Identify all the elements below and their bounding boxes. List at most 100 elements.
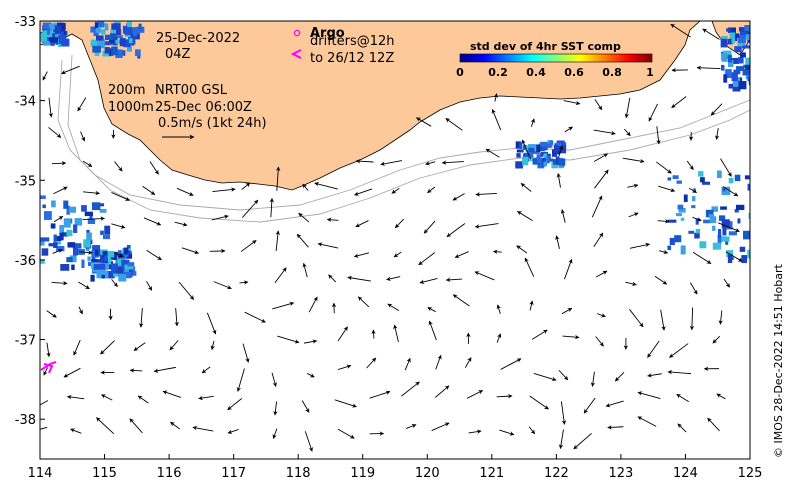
current-arrow bbox=[560, 209, 566, 223]
sst-cell bbox=[53, 234, 57, 243]
current-arrow bbox=[531, 329, 548, 340]
x-tick-label: 114 bbox=[28, 466, 53, 481]
sst-cell bbox=[40, 238, 45, 246]
sst-cell bbox=[48, 243, 57, 247]
credit-text: © IMOS 28-Dec-2022 14:51 Hobart bbox=[772, 263, 785, 458]
current-arrow bbox=[114, 161, 123, 172]
current-arrow bbox=[176, 187, 194, 196]
sst-cell bbox=[52, 34, 61, 39]
sst-cell bbox=[515, 141, 522, 149]
sst-cell bbox=[113, 273, 119, 277]
sst-cell bbox=[725, 69, 732, 79]
sst-cell bbox=[742, 230, 750, 240]
current-arrow bbox=[627, 183, 639, 189]
current-arrow bbox=[40, 400, 49, 406]
current-arrow bbox=[51, 160, 67, 166]
sst-cell bbox=[57, 22, 66, 30]
y-tick-label: -37 bbox=[15, 334, 36, 349]
sst-cell bbox=[516, 153, 521, 158]
current-arrow bbox=[670, 23, 691, 38]
sst-cell bbox=[536, 154, 542, 164]
sst-cell bbox=[543, 153, 548, 162]
current-arrow bbox=[170, 421, 180, 430]
sst-cell bbox=[121, 269, 126, 275]
sst-cell bbox=[119, 38, 126, 47]
current-arrow bbox=[516, 245, 528, 254]
current-arrow bbox=[337, 326, 348, 342]
current-arrow bbox=[435, 354, 442, 370]
sst-cell bbox=[86, 229, 90, 234]
x-tick-label: 122 bbox=[544, 466, 569, 481]
sst-cell bbox=[42, 22, 52, 30]
sst-cell bbox=[731, 37, 736, 44]
current-arrow bbox=[298, 212, 310, 223]
colorbar bbox=[459, 53, 653, 63]
current-arrow bbox=[277, 335, 300, 344]
sst-cell bbox=[520, 149, 524, 153]
sst-cell bbox=[87, 256, 91, 262]
sst-cell bbox=[721, 186, 731, 196]
current-arrow bbox=[347, 275, 371, 282]
sst-cell bbox=[95, 249, 99, 256]
sst-cell bbox=[115, 39, 122, 44]
current-arrow bbox=[96, 417, 115, 434]
current-arrow bbox=[48, 97, 54, 118]
sst-cell bbox=[525, 145, 531, 153]
current-arrow bbox=[227, 398, 242, 411]
sst-cell bbox=[127, 262, 135, 267]
drifters-label-1: drifters@12h bbox=[310, 34, 395, 49]
sst-cell bbox=[747, 39, 750, 43]
sst-cell bbox=[90, 39, 98, 47]
current-arrow bbox=[689, 307, 695, 331]
current-arrow bbox=[622, 157, 645, 164]
current-arrow bbox=[192, 425, 214, 432]
current-arrow bbox=[334, 399, 357, 408]
sst-cell bbox=[54, 25, 62, 34]
current-arrow bbox=[493, 93, 498, 102]
x-tick-label: 116 bbox=[157, 466, 182, 481]
sst-cell bbox=[41, 248, 49, 256]
sst-cell bbox=[739, 52, 746, 58]
current-arrow bbox=[445, 118, 463, 131]
drifter-head-icon bbox=[43, 363, 54, 374]
current-arrow bbox=[500, 358, 522, 370]
current-arrow bbox=[593, 153, 609, 162]
sst-cell bbox=[543, 145, 548, 151]
sst-cell bbox=[40, 259, 45, 264]
sst-cell bbox=[74, 218, 83, 226]
current-arrow bbox=[427, 307, 436, 313]
current-arrow bbox=[174, 221, 188, 227]
sst-cell bbox=[738, 77, 743, 84]
sst-cell bbox=[126, 46, 133, 52]
sst-cell bbox=[40, 195, 46, 199]
current-arrow bbox=[464, 357, 472, 368]
current-arrow bbox=[564, 126, 573, 133]
sst-cell bbox=[99, 208, 107, 213]
current-arrow bbox=[272, 428, 278, 439]
sst-cell bbox=[110, 263, 118, 271]
sst-cell bbox=[72, 243, 82, 249]
sst-cell bbox=[728, 27, 737, 34]
current-arrow bbox=[111, 279, 118, 287]
current-arrow bbox=[328, 274, 337, 283]
sst-cell bbox=[746, 68, 750, 75]
time-label: 04Z bbox=[165, 47, 191, 62]
current-arrow bbox=[401, 381, 420, 397]
sst-cell bbox=[745, 30, 750, 37]
x-tick-label: 119 bbox=[350, 466, 375, 481]
sst-cell bbox=[748, 67, 750, 76]
sst-cell bbox=[522, 156, 529, 166]
sst-cell bbox=[58, 34, 67, 39]
sst-cell bbox=[115, 35, 123, 39]
sst-cell bbox=[734, 174, 741, 182]
sst-cell bbox=[688, 230, 695, 234]
current-arrow bbox=[563, 100, 581, 106]
sst-cell bbox=[721, 236, 730, 242]
x-tick-label: 125 bbox=[738, 466, 763, 481]
current-arrow bbox=[492, 249, 502, 255]
sst-cell bbox=[735, 204, 745, 211]
current-arrow bbox=[314, 181, 338, 190]
colorbar-tick-label: 0.2 bbox=[488, 66, 508, 79]
sst-cell bbox=[40, 237, 50, 242]
current-arrow bbox=[48, 127, 62, 138]
